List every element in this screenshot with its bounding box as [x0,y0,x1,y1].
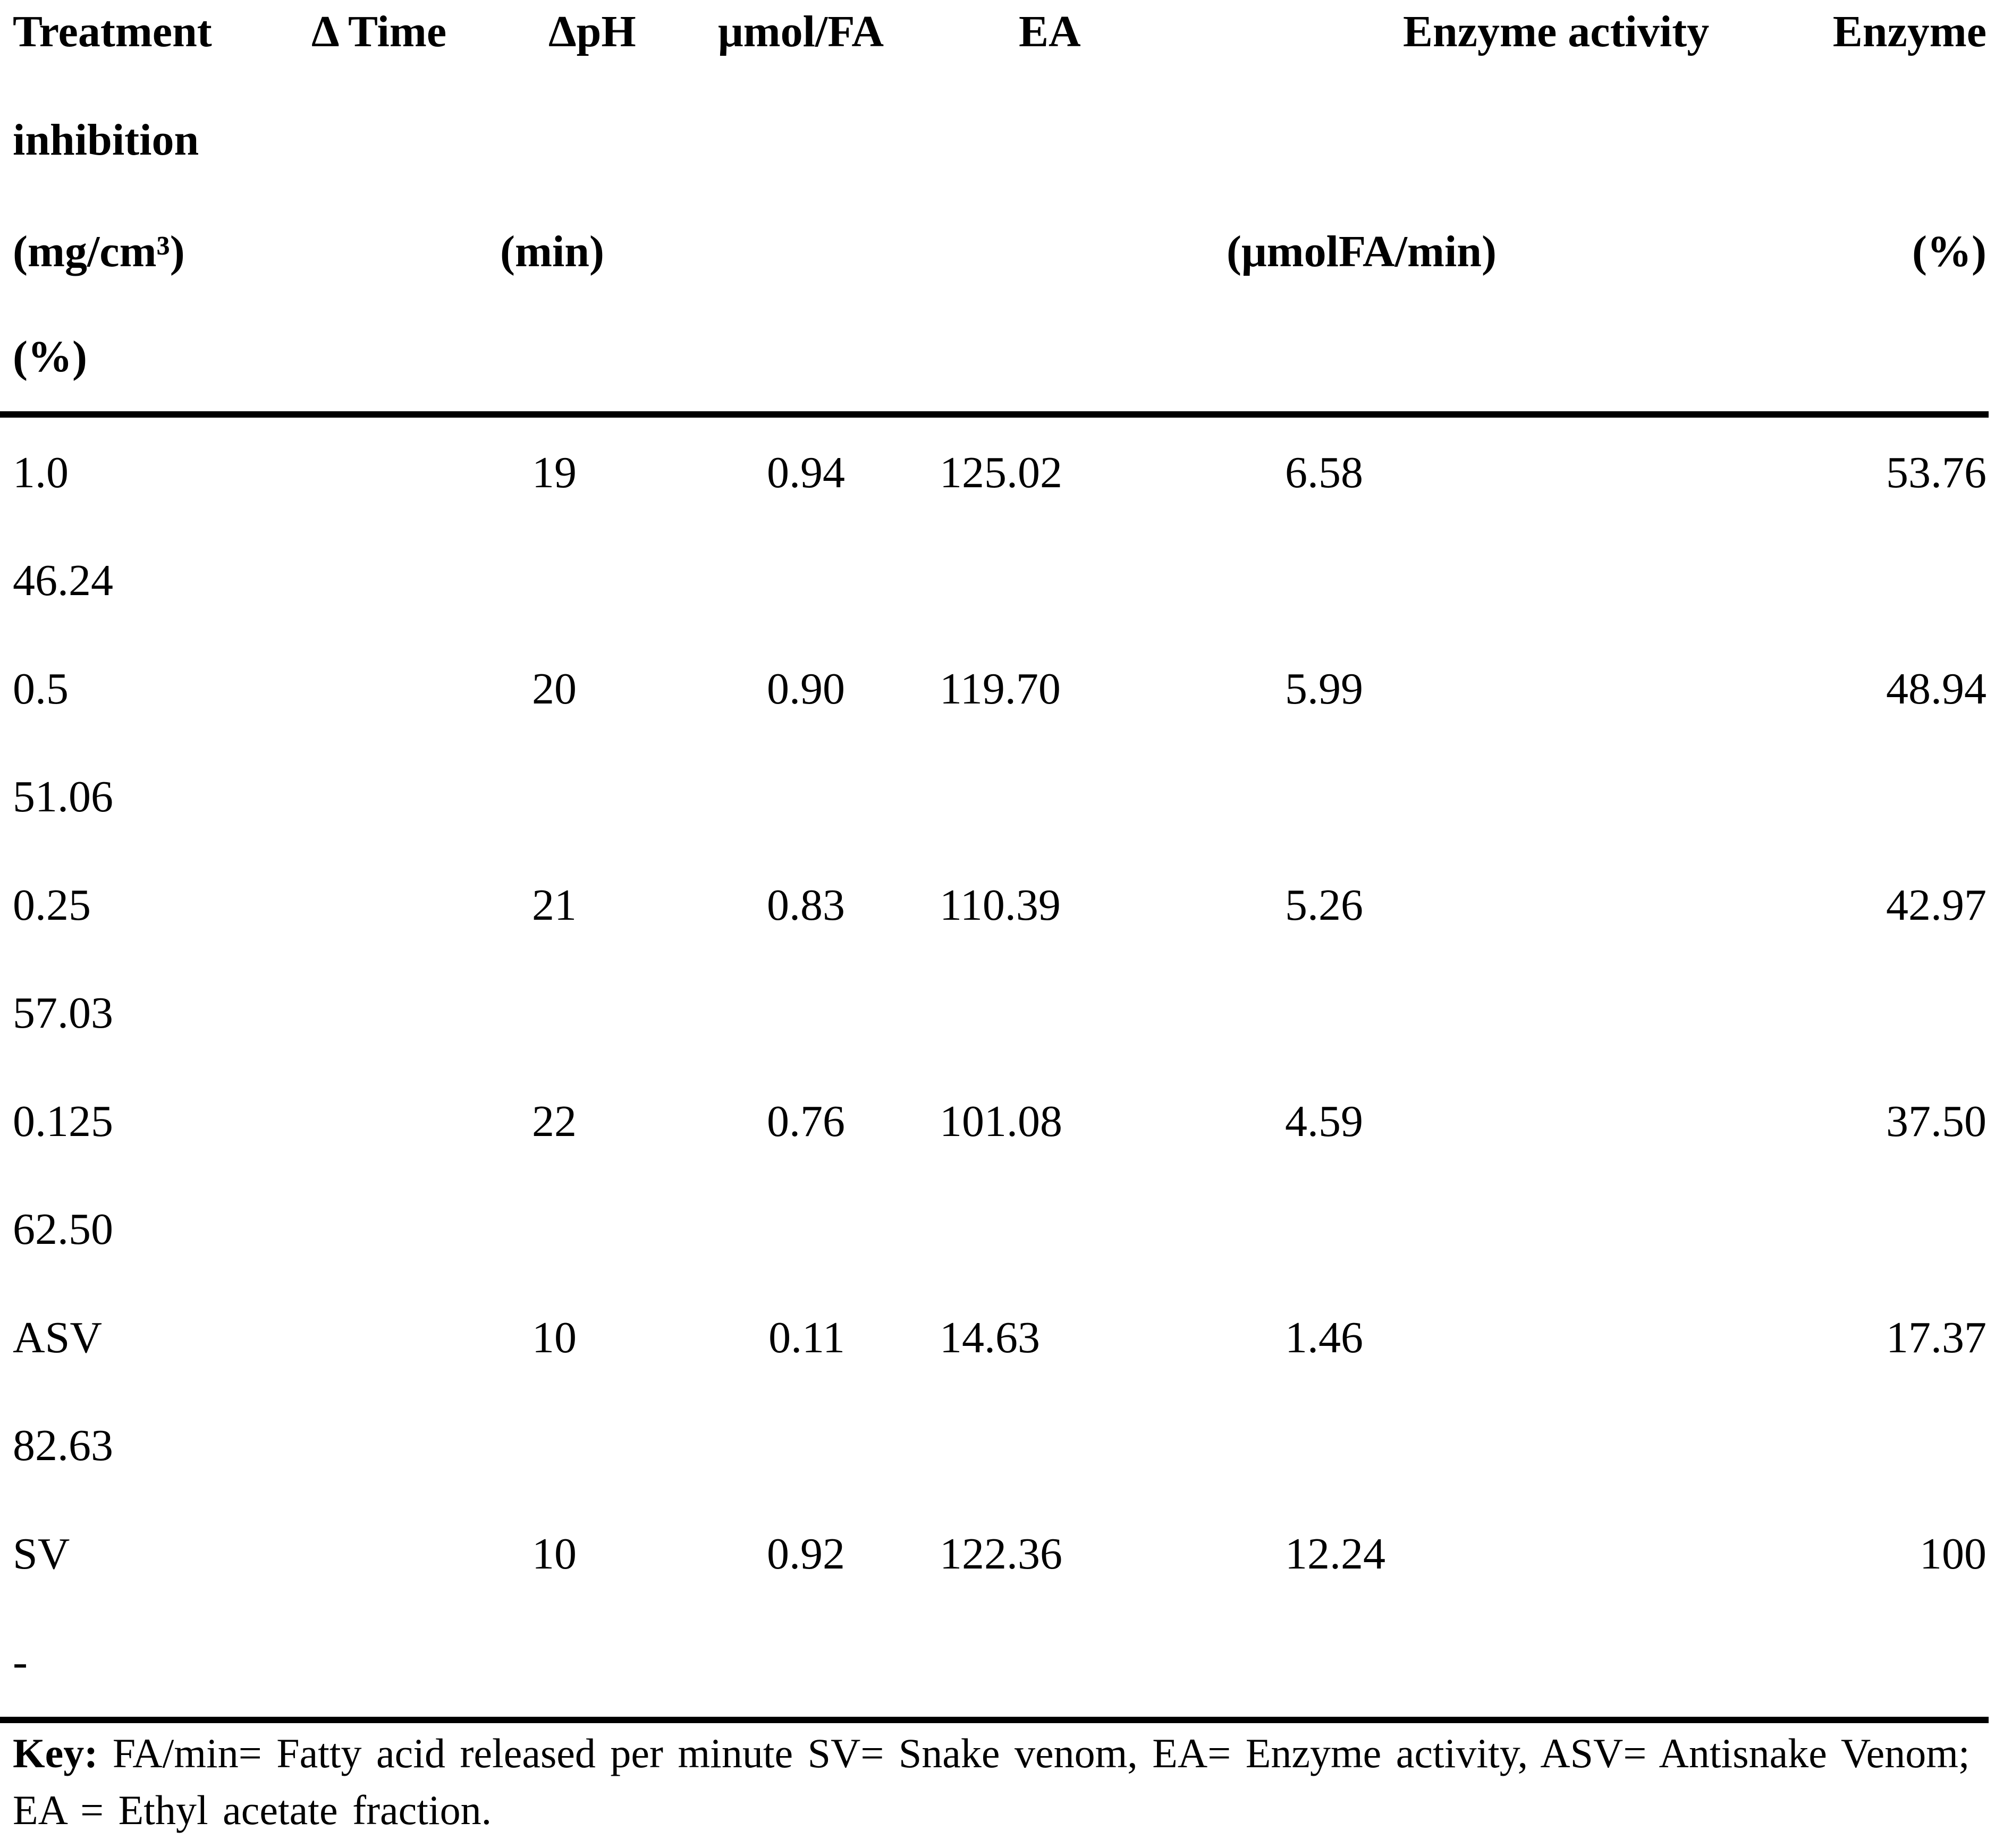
header-enzyme: Enzyme [1832,7,1986,56]
cell-umol-fa: 119.70 [940,664,1061,714]
cell-ea: 5.99 [1285,664,1363,714]
cell-enzyme-inhibition: 62.50 [13,1205,113,1254]
unit-time: (min) [500,227,604,276]
cell-umol-fa: 14.63 [940,1313,1040,1362]
cell-delta-time: 22 [532,1097,577,1146]
cell-delta-ph: 0.76 [767,1097,845,1146]
table-row: ASV 10 0.11 14.63 1.46 17.37 [0,1311,1995,1367]
key-label: Key: [13,1730,98,1776]
header-umol-fa: μmol/FA [718,7,884,56]
cell-treatment: 1.0 [13,448,69,497]
unit-enzyme: (%) [1912,227,1986,276]
cell-enzyme-activity: 100 [1920,1529,1986,1579]
table-bottom-rule [0,1717,1989,1723]
table-header-units-row: (mg/cm³) (min) (μmolFA/min) (%) [0,225,1995,281]
table-header-units-wrap-row: (%) [0,330,1995,386]
cell-enzyme-inhibition: 46.24 [13,556,113,605]
cell-ea: 1.46 [1285,1313,1363,1362]
table-row-wrap: 57.03 [0,987,1995,1042]
table-row-wrap: 62.50 [0,1203,1995,1258]
header-delta-time: Δ Time [311,7,447,56]
cell-umol-fa: 110.39 [940,880,1061,930]
unit-inhibition-wrap: (%) [13,332,87,382]
table-key-line-1: Key: FA/min= Fatty acid released per min… [13,1728,1988,1778]
cell-umol-fa: 101.08 [940,1097,1062,1146]
cell-delta-ph: 0.94 [767,448,845,497]
cell-umol-fa: 122.36 [940,1529,1062,1579]
cell-ea: 5.26 [1285,880,1363,930]
cell-enzyme-activity: 42.97 [1886,880,1986,930]
cell-treatment: ASV [13,1313,103,1362]
header-ea: EA [1019,7,1081,56]
cell-ea: 6.58 [1285,448,1363,497]
unit-treatment: (mg/cm³) [13,227,185,276]
cell-treatment: SV [13,1529,70,1579]
header-delta-ph: ΔpH [548,7,636,56]
cell-treatment: 0.25 [13,880,91,930]
table-row: SV 10 0.92 122.36 12.24 100 [0,1528,1995,1583]
cell-delta-time: 10 [532,1529,577,1579]
table-key-line-2: EA = Ethyl acetate fraction. [13,1785,1988,1835]
cell-ea: 4.59 [1285,1097,1363,1146]
table-row: 0.125 22 0.76 101.08 4.59 37.50 [0,1095,1995,1150]
cell-delta-time: 10 [532,1313,577,1362]
cell-enzyme-inhibition: 57.03 [13,988,113,1038]
table-row-wrap: 46.24 [0,554,1995,609]
table-row: 0.5 20 0.90 119.70 5.99 48.94 [0,663,1995,718]
cell-delta-time: 21 [532,880,577,930]
unit-enzyme-activity: (μmolFA/min) [1227,227,1497,276]
cell-delta-time: 19 [532,448,577,497]
cell-treatment: 0.125 [13,1097,113,1146]
cell-umol-fa: 125.02 [940,448,1062,497]
cell-enzyme-activity: 48.94 [1886,664,1986,714]
table-row: 1.0 19 0.94 125.02 6.58 53.76 [0,446,1995,502]
cell-enzyme-inhibition: - [13,1637,28,1686]
table-row-wrap: - [0,1635,1995,1691]
table-header-wrap-row: inhibition [0,114,1995,169]
cell-delta-ph: 0.11 [768,1313,845,1362]
cell-delta-ph: 0.90 [767,664,845,714]
table-row-wrap: 82.63 [0,1419,1995,1474]
table-row-wrap: 51.06 [0,770,1995,826]
cell-treatment: 0.5 [13,664,69,714]
cell-delta-ph: 0.83 [767,880,845,930]
cell-enzyme-inhibition: 82.63 [13,1421,113,1470]
cell-enzyme-activity: 17.37 [1886,1313,1986,1362]
cell-enzyme-inhibition: 51.06 [13,772,113,821]
cell-delta-time: 20 [532,664,577,714]
header-treatment: Treatment [13,7,212,56]
cell-enzyme-activity: 37.50 [1886,1097,1986,1146]
header-inhibition-wrap: inhibition [13,115,199,165]
header-divider-rule [0,411,1989,418]
cell-enzyme-activity: 53.76 [1886,448,1986,497]
cell-delta-ph: 0.92 [767,1529,845,1579]
table-header-row: Treatment Δ Time ΔpH μmol/FA EA Enzyme a… [0,5,1995,61]
key-text: FA/min= Fatty acid released per minute S… [98,1730,1970,1776]
header-enzyme-activity: Enzyme activity [1403,7,1710,56]
cell-ea: 12.24 [1285,1529,1385,1579]
key-text-continued: EA = Ethyl acetate fraction. [13,1787,492,1833]
table-row: 0.25 21 0.83 110.39 5.26 42.97 [0,879,1995,934]
